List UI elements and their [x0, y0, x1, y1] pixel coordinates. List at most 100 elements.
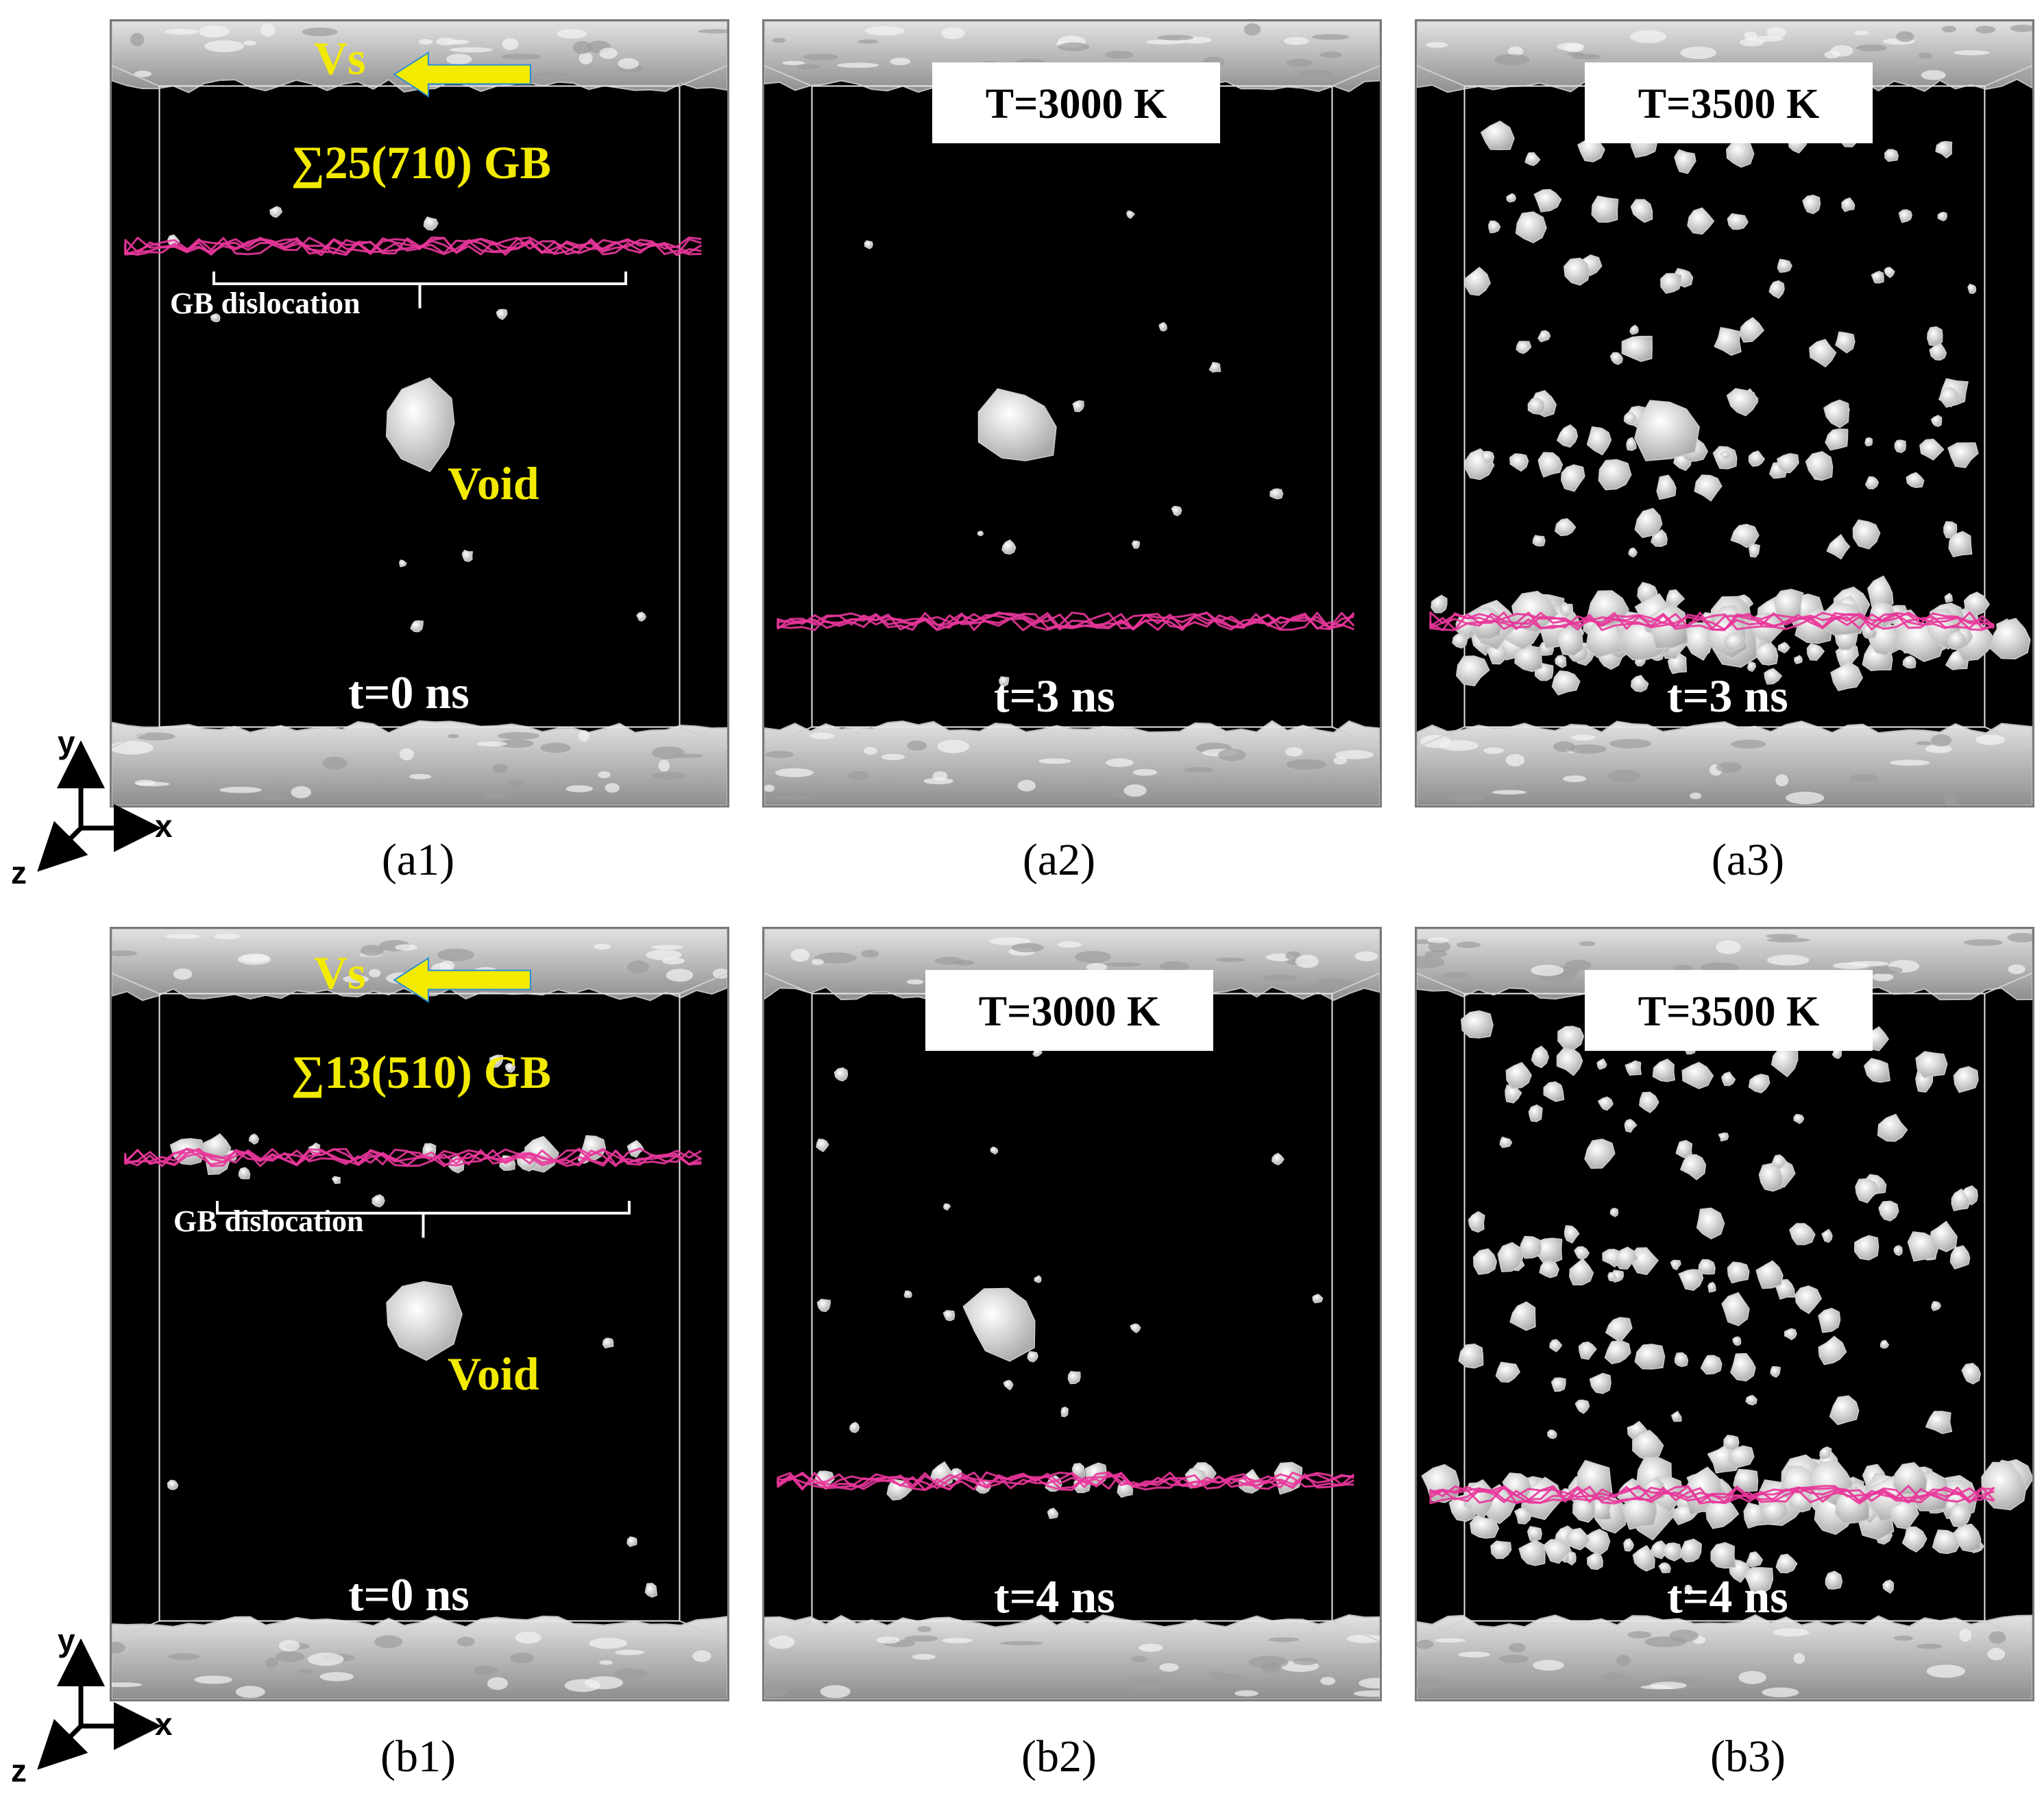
surface-texture: [235, 1686, 265, 1699]
dislocation-line: [1429, 611, 1995, 631]
defect-cluster: [636, 611, 646, 622]
defect-cluster: [1878, 1200, 1899, 1222]
surface-texture: [1312, 34, 1350, 40]
temperature-label: T=3000 K: [925, 970, 1213, 1051]
defect-cluster: [999, 676, 1010, 687]
box-edge: [1984, 972, 2032, 995]
defect-cluster: [1748, 450, 1765, 467]
defect-cluster: [1072, 400, 1084, 413]
bottom-slab: [764, 1614, 1380, 1699]
defect-cluster: [1902, 655, 1917, 669]
surface-texture: [409, 774, 432, 779]
surface-texture: [1215, 957, 1246, 962]
defect-cluster: [1574, 1399, 1590, 1414]
surface-texture: [1086, 962, 1108, 971]
time-label: t=4 ns: [1667, 1570, 1788, 1623]
defect-cluster: [1481, 450, 1495, 464]
surface-texture: [1856, 44, 1887, 52]
defect-cluster: [1809, 339, 1837, 367]
surface-texture: [308, 1652, 344, 1666]
surface-texture: [515, 1631, 542, 1644]
surface-texture: [1494, 53, 1530, 66]
surface-texture: [1286, 759, 1327, 770]
surface-texture: [863, 746, 877, 755]
surface-texture: [291, 786, 312, 799]
surface-texture: [165, 28, 198, 35]
simulation-render-a3: [1417, 21, 2032, 805]
surface-texture: [1335, 750, 1374, 760]
void-blob: [1634, 400, 1700, 461]
gb-dislocation-bracket: [212, 271, 627, 308]
defect-cluster: [1556, 1047, 1583, 1076]
defect-cluster: [1551, 670, 1581, 696]
surface-texture: [130, 33, 145, 47]
defect-cluster: [1784, 1328, 1797, 1341]
surface-texture: [473, 1665, 498, 1675]
surface-texture: [1669, 1629, 1699, 1642]
defect-cluster: [1132, 540, 1141, 549]
surface-texture: [1690, 792, 1702, 799]
defect-cluster: [1906, 472, 1925, 488]
defect-cluster: [1609, 352, 1623, 365]
defect-cluster: [248, 1133, 260, 1145]
defect-cluster: [1557, 1025, 1585, 1051]
defect-cluster: [1818, 1307, 1841, 1333]
defect-cluster: [1473, 1248, 1498, 1275]
defect-cluster: [1532, 535, 1546, 547]
surface-texture: [497, 732, 540, 740]
defect-cluster: [1674, 149, 1696, 174]
defect-cluster: [1777, 642, 1790, 654]
defect-cluster: [977, 531, 984, 537]
surface-texture: [572, 40, 592, 54]
defect-cluster: [399, 559, 407, 568]
surface-texture: [810, 732, 835, 740]
surface-texture: [1959, 1629, 1972, 1642]
defect-cluster: [1158, 321, 1167, 332]
defect-cluster: [1894, 439, 1906, 454]
defect-cluster: [1505, 1062, 1532, 1089]
defect-cluster: [1524, 151, 1541, 167]
surface-texture: [937, 740, 970, 753]
defect-cluster: [1574, 1246, 1590, 1261]
gb-defect-band: [1988, 618, 2031, 659]
surface-texture: [1893, 1635, 1914, 1641]
defect-cluster: [1269, 488, 1284, 500]
box-edge: [1417, 1620, 1465, 1642]
gb-defect-band: [1862, 622, 1877, 640]
surface-texture: [2007, 932, 2032, 943]
defect-cluster: [1488, 220, 1501, 234]
dislocation-line: [777, 611, 1355, 631]
defect-cluster: [1732, 1336, 1742, 1346]
defect-cluster: [1727, 1261, 1750, 1284]
defect-cluster: [1755, 1260, 1784, 1289]
surface-texture: [510, 1652, 534, 1664]
surface-texture: [1849, 773, 1879, 782]
surface-texture: [1435, 1638, 1466, 1643]
defect-cluster: [1634, 1344, 1666, 1370]
simulation-render-a2: [764, 21, 1380, 805]
box-edge: [1417, 64, 1465, 87]
surface-texture: [1320, 1677, 1336, 1686]
surface-texture: [240, 954, 270, 962]
defect-cluster: [1743, 1567, 1774, 1595]
defect-cluster: [1539, 1260, 1559, 1278]
defect-cluster: [1589, 1372, 1611, 1394]
defect-cluster: [1680, 1154, 1707, 1180]
defect-cluster: [1272, 1152, 1285, 1166]
surface-texture: [881, 753, 905, 760]
defect-cluster: [1948, 531, 1973, 557]
defect-cluster: [1931, 1300, 1941, 1311]
defect-cluster: [1461, 1010, 1494, 1039]
defect-cluster: [626, 1536, 637, 1547]
surface-texture: [651, 945, 683, 950]
defect-cluster: [816, 1139, 829, 1152]
caption-a1: (a1): [381, 835, 455, 885]
surface-texture: [803, 53, 838, 61]
defect-cluster: [1728, 1445, 1755, 1469]
dislocation-line: [1429, 611, 1995, 631]
dislocation-line: [1429, 611, 1995, 631]
surface-texture: [1975, 734, 2006, 745]
surface-texture: [941, 27, 965, 40]
defect-cluster: [644, 1583, 658, 1598]
surface-texture: [1131, 1655, 1147, 1663]
